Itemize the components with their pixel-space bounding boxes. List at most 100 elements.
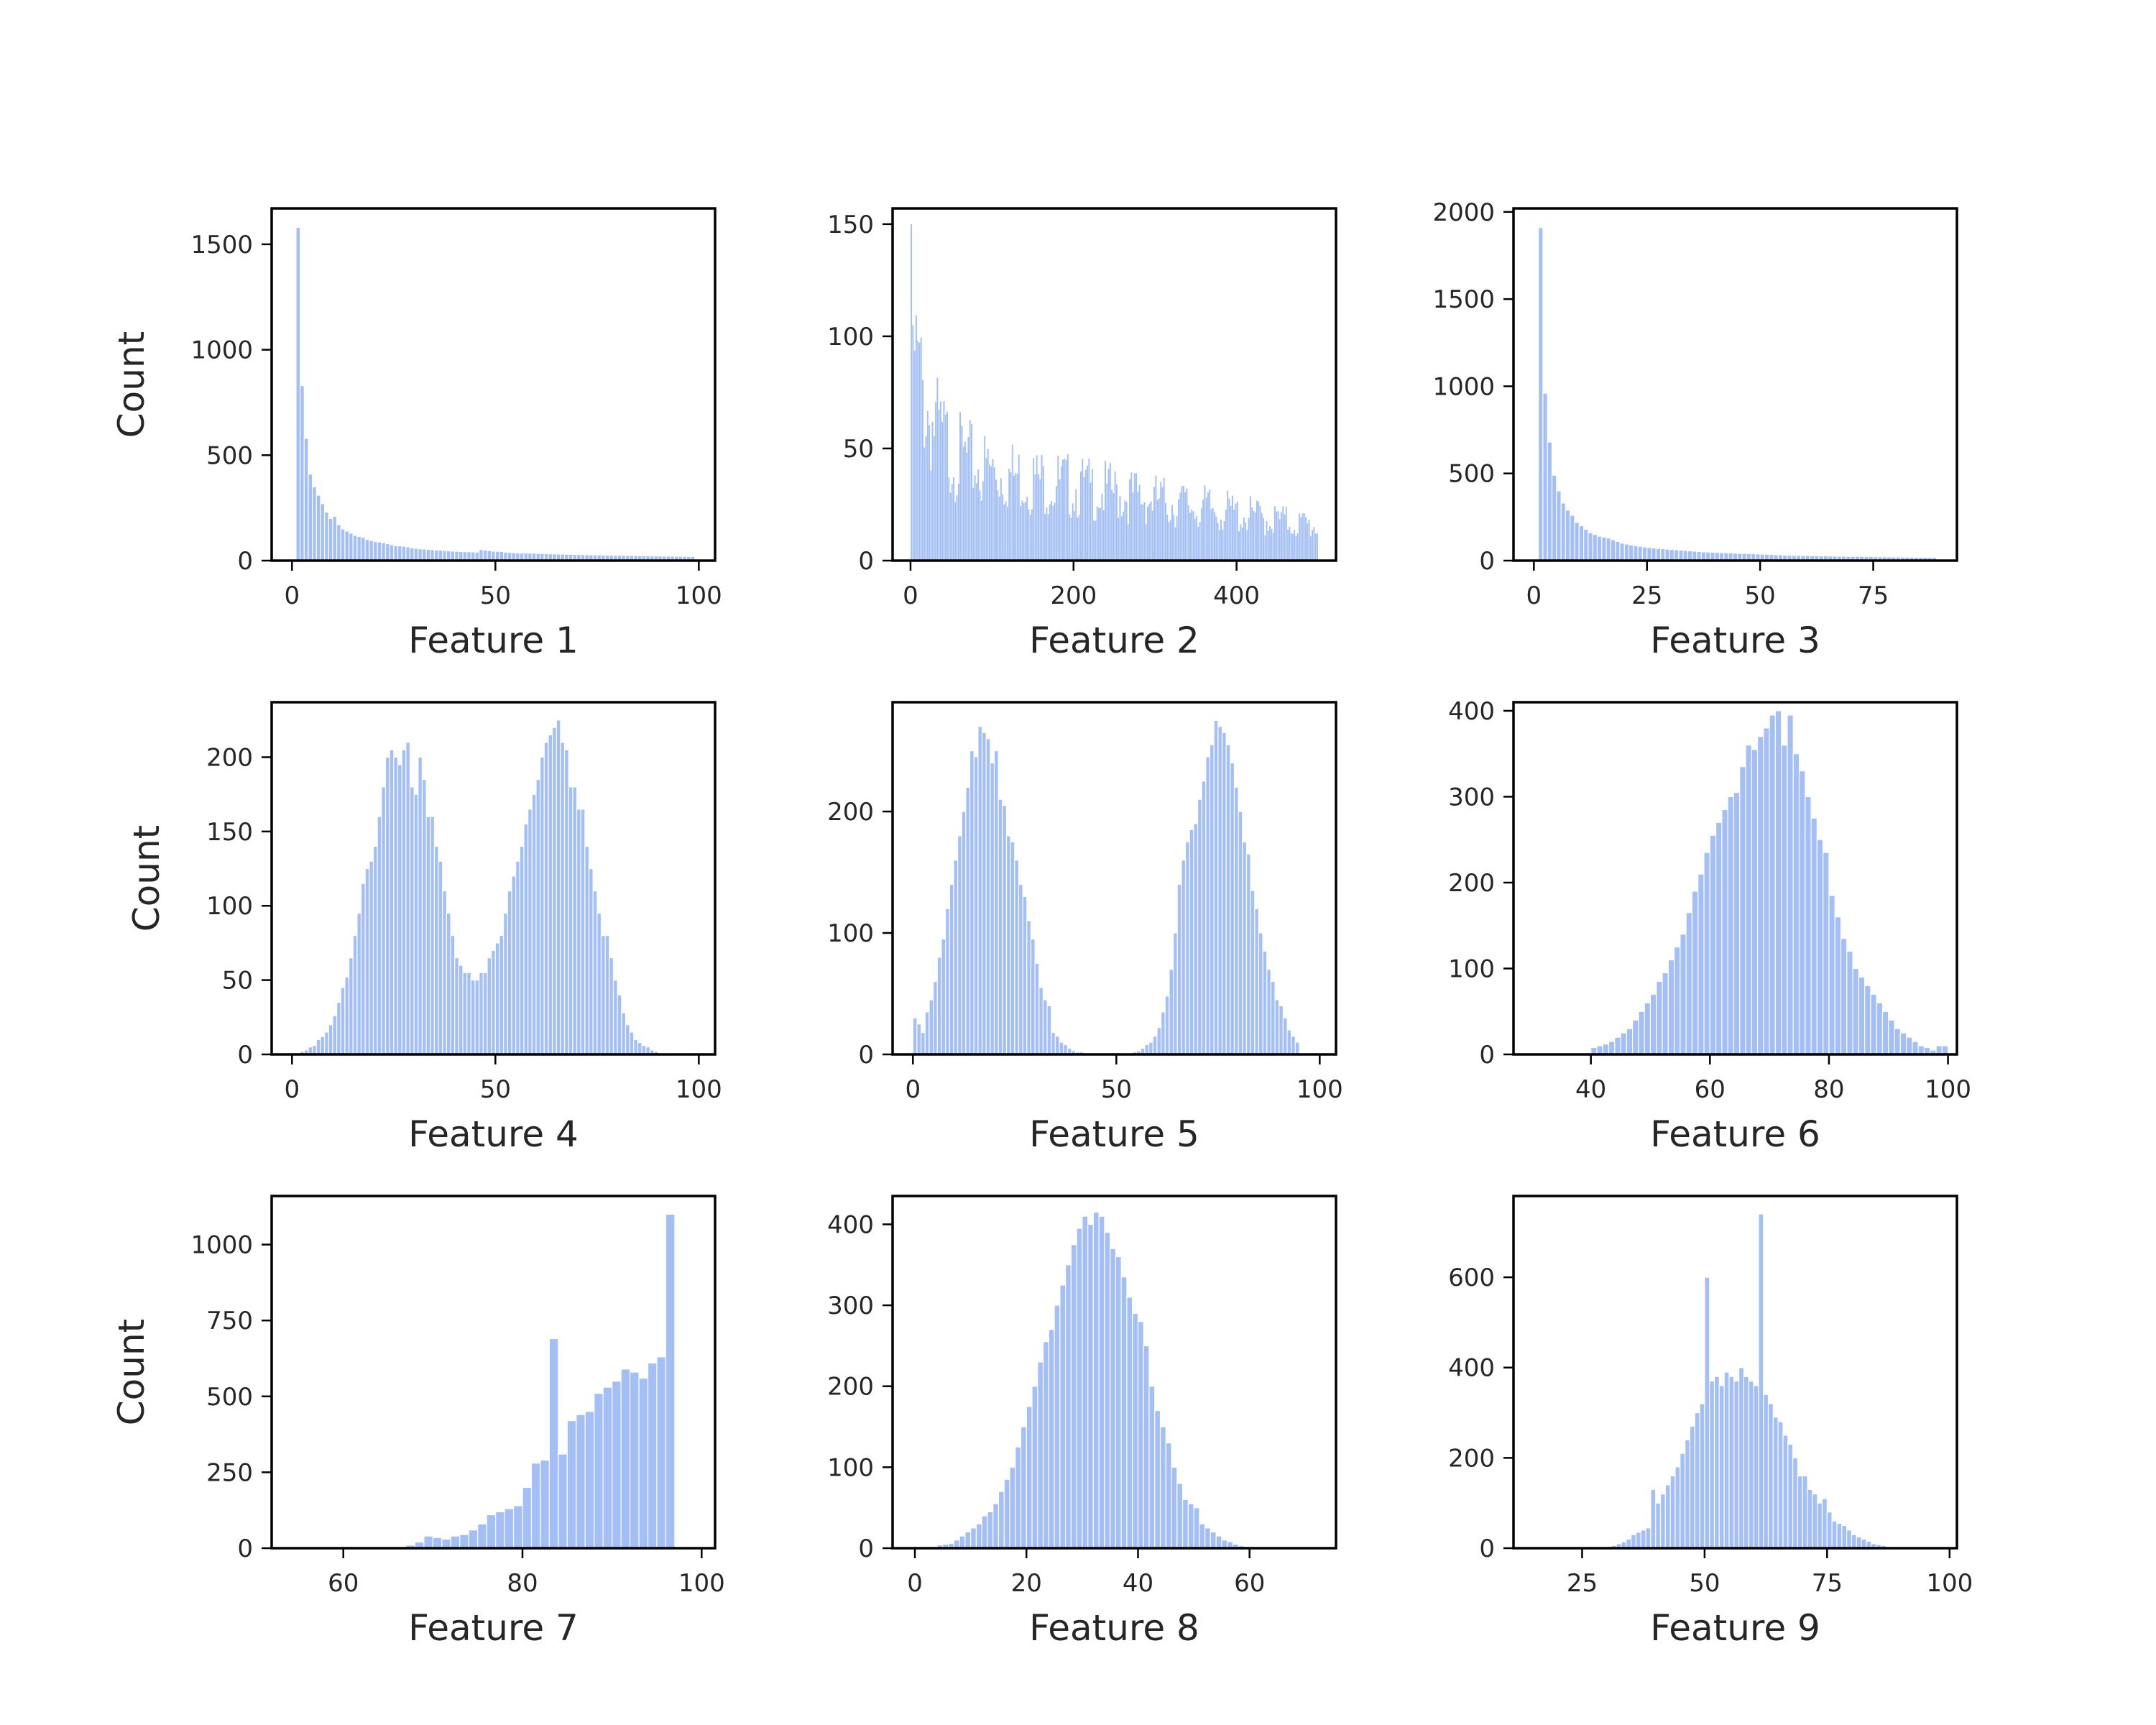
bar — [1222, 529, 1224, 561]
bar — [1777, 1421, 1784, 1549]
y-tick-label: 0 — [858, 1535, 874, 1563]
y-tick-label: 400 — [827, 1210, 874, 1239]
bar — [1182, 485, 1185, 561]
bar — [946, 411, 949, 561]
bar — [1763, 1394, 1769, 1549]
bar — [918, 342, 921, 561]
panel-feature-8: 0 20 40 60 0 100 200 300 400 Feature 8 — [827, 1195, 1337, 1649]
bar — [1673, 549, 1680, 561]
bar — [1266, 520, 1268, 561]
bar — [454, 551, 459, 561]
bar — [1834, 916, 1842, 1055]
bar — [1220, 519, 1222, 561]
bar — [965, 452, 968, 561]
bar — [1011, 444, 1014, 561]
bar — [308, 474, 313, 561]
bar — [1864, 985, 1871, 1055]
bar — [1036, 455, 1038, 561]
bar — [1047, 514, 1049, 561]
bar — [1159, 482, 1162, 561]
bar — [1718, 1385, 1725, 1549]
y-tick-label: 0 — [237, 547, 253, 576]
bar — [1107, 469, 1110, 561]
bar — [495, 1511, 505, 1549]
bar — [1241, 527, 1243, 561]
bar — [556, 719, 561, 1055]
bar — [1042, 1341, 1049, 1549]
bar — [629, 1031, 635, 1055]
x-axis-label: Feature 8 — [1029, 1607, 1199, 1649]
bar — [1615, 540, 1621, 561]
bar — [1738, 1367, 1745, 1549]
axes-frame — [270, 207, 717, 562]
bar — [482, 549, 488, 561]
panel-feature-3: 0 25 50 75 0 500 1000 1500 2000 Feature 3 — [1432, 198, 1958, 661]
y-tick-label: 150 — [206, 818, 253, 847]
bar — [1694, 1412, 1700, 1549]
bar — [1022, 896, 1028, 1055]
bar — [425, 548, 431, 561]
bar — [1189, 829, 1194, 1055]
bar — [482, 972, 488, 1055]
bar — [1195, 515, 1198, 561]
bar — [584, 845, 590, 1055]
bar — [320, 1036, 326, 1055]
bar — [1210, 509, 1212, 561]
bar — [617, 994, 622, 1055]
bar — [1268, 525, 1271, 561]
bar — [1110, 1248, 1117, 1549]
bar — [1021, 500, 1023, 561]
bar — [637, 1041, 642, 1055]
axes-frame — [270, 1195, 717, 1550]
bar — [1078, 515, 1081, 561]
bar — [418, 548, 423, 561]
bar — [1899, 1032, 1907, 1055]
bar — [933, 436, 936, 561]
bar — [1101, 493, 1103, 561]
bar — [381, 786, 387, 1055]
bar — [1151, 510, 1154, 561]
y-axis-label: Count — [111, 1319, 152, 1426]
x-tick-label: 50 — [1744, 581, 1775, 610]
bar — [933, 981, 938, 1055]
bar — [1812, 1494, 1818, 1549]
bar — [969, 750, 975, 1055]
bar — [934, 402, 937, 561]
bar — [413, 548, 419, 561]
bar — [1249, 495, 1252, 561]
bar — [312, 486, 317, 561]
x-axis-label: Feature 9 — [1650, 1607, 1820, 1649]
y-tick-label: 200 — [1448, 869, 1495, 898]
x-tick-label: 75 — [1812, 1569, 1843, 1598]
bar — [503, 912, 508, 1055]
y-tick-label: 200 — [1448, 1444, 1495, 1473]
bar — [1005, 501, 1007, 561]
bar — [949, 492, 952, 561]
bar — [1640, 1530, 1646, 1549]
bar — [1143, 1345, 1150, 1549]
bar — [450, 934, 456, 1055]
y-tick-label: 400 — [1448, 1354, 1495, 1383]
bar — [641, 1044, 647, 1055]
bar — [1286, 529, 1289, 561]
y-tick-label: 500 — [206, 441, 253, 470]
bar — [1816, 839, 1824, 1055]
bar — [993, 750, 999, 1055]
bar — [1659, 1494, 1666, 1549]
bar — [384, 756, 390, 1055]
bar — [328, 518, 333, 561]
panel-feature-5: 0 50 100 0 100 200 Feature 5 — [827, 701, 1343, 1155]
bar — [511, 875, 517, 1055]
bar — [1308, 519, 1310, 561]
y-tick-label: 1500 — [190, 231, 253, 259]
bar — [1284, 514, 1286, 561]
bar — [494, 551, 500, 561]
bar — [1805, 796, 1812, 1055]
bar — [1664, 548, 1670, 561]
bar — [1645, 1527, 1651, 1549]
bar — [1193, 823, 1199, 1055]
bar — [1242, 841, 1248, 1055]
bar — [926, 410, 929, 561]
bar — [1262, 950, 1268, 1055]
bar — [1620, 1032, 1627, 1055]
